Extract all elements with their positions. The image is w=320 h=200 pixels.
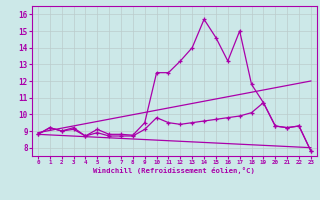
X-axis label: Windchill (Refroidissement éolien,°C): Windchill (Refroidissement éolien,°C)	[93, 167, 255, 174]
